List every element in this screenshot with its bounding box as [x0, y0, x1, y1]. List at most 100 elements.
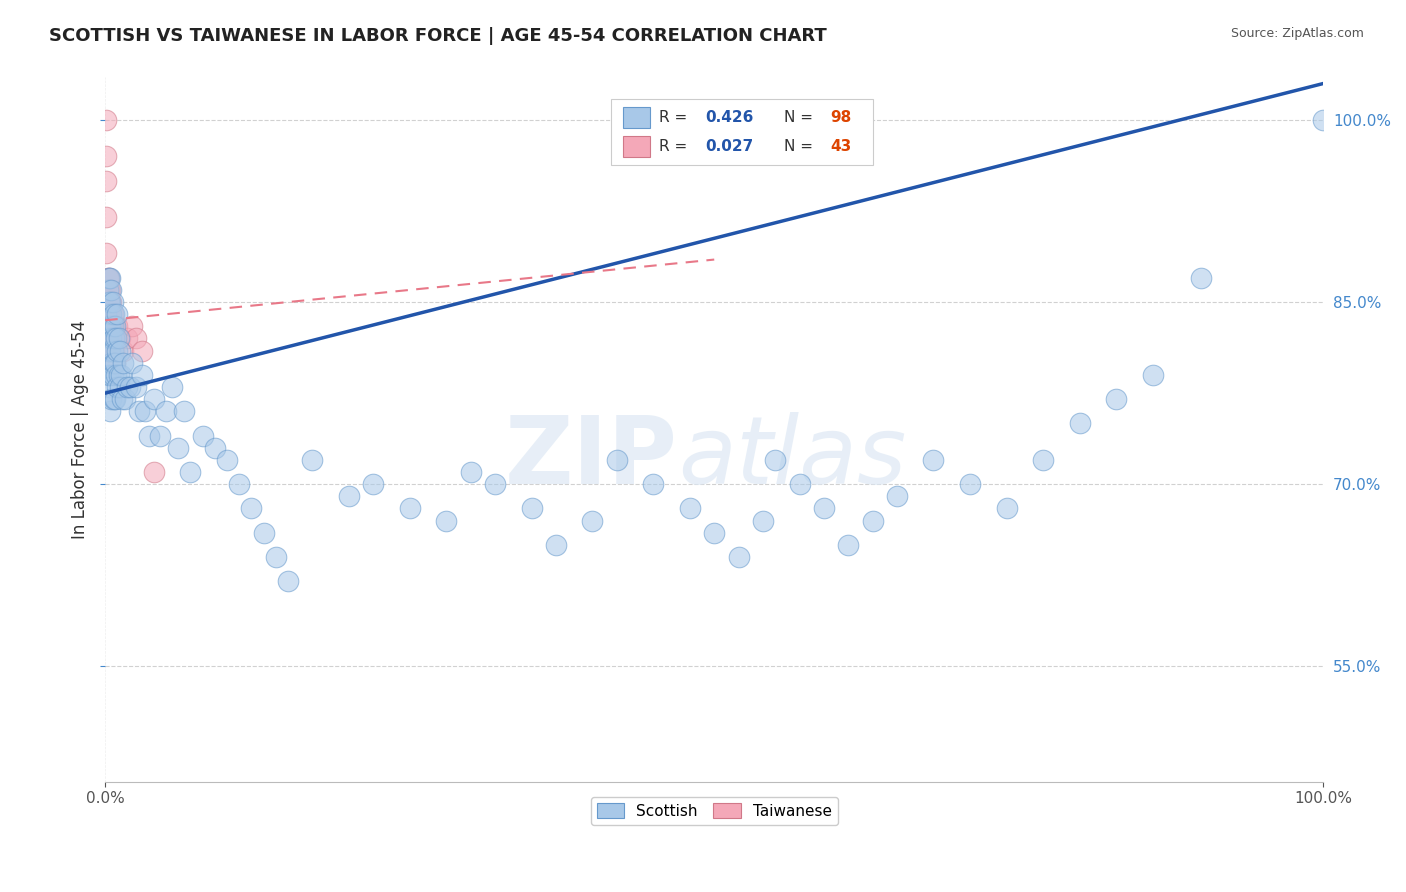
Point — [121, 356, 143, 370]
Point — [98, 319, 121, 334]
Point — [277, 574, 299, 589]
Point — [97, 343, 120, 358]
Point — [96, 149, 118, 163]
Point — [97, 331, 120, 345]
Point — [581, 514, 603, 528]
Point — [100, 331, 122, 345]
Point — [121, 319, 143, 334]
Point — [103, 331, 125, 345]
Point — [97, 319, 120, 334]
FancyBboxPatch shape — [623, 136, 650, 157]
Point — [752, 514, 775, 528]
Point — [98, 295, 121, 310]
Point — [96, 174, 118, 188]
Point — [727, 549, 749, 564]
Text: N =: N = — [783, 110, 817, 125]
Point — [100, 283, 122, 297]
Point — [155, 404, 177, 418]
Point — [97, 270, 120, 285]
Point — [97, 368, 120, 382]
Point — [103, 307, 125, 321]
Y-axis label: In Labor Force | Age 45-54: In Labor Force | Age 45-54 — [72, 320, 89, 539]
Point — [252, 525, 274, 540]
Point — [460, 465, 482, 479]
Point — [142, 465, 165, 479]
Point — [398, 501, 420, 516]
Point — [1069, 417, 1091, 431]
Point — [98, 343, 121, 358]
Point — [114, 392, 136, 407]
Point — [240, 501, 263, 516]
Point — [101, 331, 124, 345]
Point — [789, 477, 811, 491]
Point — [179, 465, 201, 479]
Point — [96, 210, 118, 224]
Point — [101, 368, 124, 382]
Point — [149, 428, 172, 442]
Point — [101, 295, 124, 310]
Point — [112, 343, 135, 358]
Point — [96, 112, 118, 127]
Point — [606, 453, 628, 467]
Point — [837, 538, 859, 552]
Point — [679, 501, 702, 516]
Point — [124, 380, 146, 394]
Point — [98, 295, 121, 310]
Point — [813, 501, 835, 516]
Point — [643, 477, 665, 491]
Text: atlas: atlas — [678, 412, 905, 503]
Point — [97, 331, 120, 345]
Point — [191, 428, 214, 442]
Point — [97, 283, 120, 297]
Point — [98, 368, 121, 382]
Point — [112, 356, 135, 370]
Point — [115, 380, 138, 394]
Point — [100, 307, 122, 321]
Point — [1312, 112, 1334, 127]
Point — [97, 283, 120, 297]
Point — [100, 319, 122, 334]
Point — [100, 295, 122, 310]
Text: N =: N = — [783, 139, 817, 154]
Point — [128, 404, 150, 418]
Point — [434, 514, 457, 528]
Point — [886, 489, 908, 503]
Point — [100, 392, 122, 407]
Point — [108, 380, 131, 394]
Point — [100, 307, 122, 321]
Point — [264, 549, 287, 564]
Text: 0.426: 0.426 — [706, 110, 754, 125]
Text: R =: R = — [659, 110, 693, 125]
Point — [131, 368, 153, 382]
Point — [98, 319, 121, 334]
Point — [105, 331, 128, 345]
Point — [215, 453, 238, 467]
Point — [959, 477, 981, 491]
Point — [1105, 392, 1128, 407]
Point — [124, 331, 146, 345]
Point — [110, 368, 132, 382]
Text: SCOTTISH VS TAIWANESE IN LABOR FORCE | AGE 45-54 CORRELATION CHART: SCOTTISH VS TAIWANESE IN LABOR FORCE | A… — [49, 27, 827, 45]
Point — [98, 283, 121, 297]
Point — [98, 343, 121, 358]
Point — [97, 270, 120, 285]
Point — [142, 392, 165, 407]
Legend: Scottish, Taiwanese: Scottish, Taiwanese — [591, 797, 838, 825]
Point — [107, 368, 129, 382]
Point — [105, 380, 128, 394]
Point — [105, 319, 128, 334]
Point — [100, 331, 122, 345]
Point — [97, 319, 120, 334]
Point — [97, 283, 120, 297]
Point — [97, 307, 120, 321]
Point — [98, 331, 121, 345]
Point — [1032, 453, 1054, 467]
Point — [105, 307, 128, 321]
Point — [97, 307, 120, 321]
Point — [98, 270, 121, 285]
Point — [160, 380, 183, 394]
Point — [108, 331, 131, 345]
Point — [115, 331, 138, 345]
Point — [97, 319, 120, 334]
Point — [97, 380, 120, 394]
